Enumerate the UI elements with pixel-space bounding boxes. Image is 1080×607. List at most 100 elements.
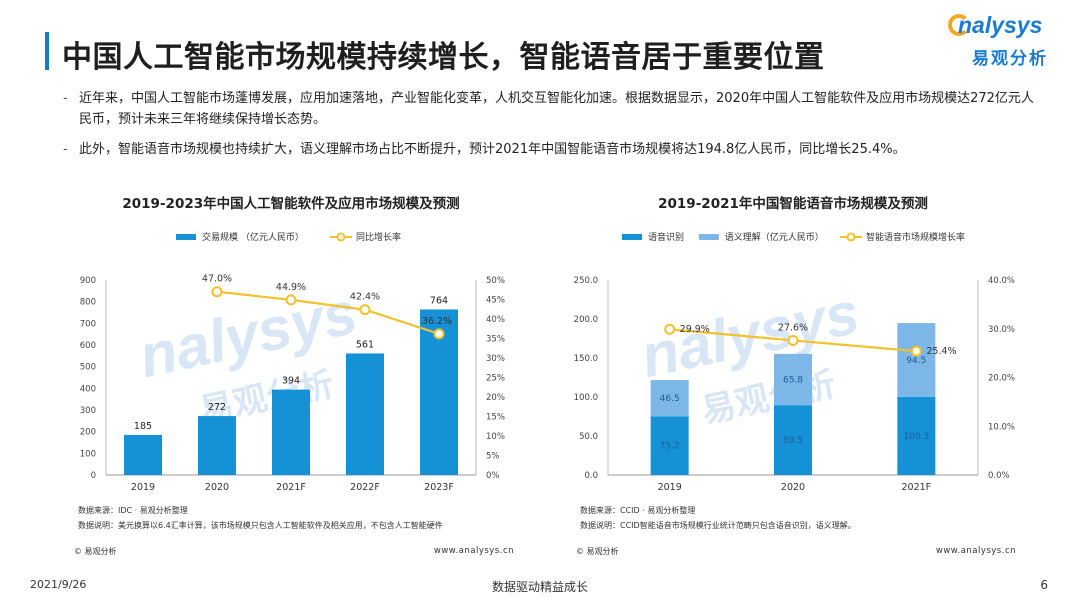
chart1-ytick-label: 800	[80, 298, 96, 308]
chart2-y2tick-label: 10.0%	[988, 422, 1015, 432]
footer-slogan: 数据驱动精益成长	[491, 580, 588, 594]
chart2-growth-marker	[910, 345, 922, 357]
chart2-legend-swatch	[622, 234, 642, 240]
chart2-copyright: © 易观分析	[576, 547, 619, 556]
chart1-growth-marker	[359, 304, 371, 316]
chart1-growth-marker	[433, 328, 445, 340]
chart1-y2tick-label: 15%	[486, 413, 505, 423]
chart1-growth-marker	[285, 294, 297, 306]
chart1-title: 2019-2023年中国人工智能软件及应用市场规模及预测	[122, 196, 460, 212]
chart1-ytick-label: 300	[80, 406, 96, 416]
chart2-legend-label: 语义理解（亿元人民币）	[725, 231, 824, 243]
chart2-y2tick-label: 20.0%	[988, 374, 1015, 384]
chart1-bar	[198, 416, 236, 475]
chart2-legend-marker	[846, 232, 856, 242]
logo-text-cn: 易观分析	[972, 49, 1048, 69]
chart2-y2tick-label: 40.0%	[988, 276, 1015, 286]
chart1-bar-label: 185	[134, 421, 152, 432]
chart2-bar	[897, 323, 936, 397]
analysys-logo: nalysys 易观分析	[948, 10, 1060, 72]
chart1-ytick-label: 400	[80, 384, 96, 394]
chart1-growth-label: 42.4%	[350, 292, 380, 303]
chart2-ytick-label: 200.0	[574, 315, 598, 325]
ai-software-market-panel: nalysys 易观分析 2019-2023年中国人工智能软件及应用市场规模及预…	[58, 180, 524, 566]
chart1-legend-label: 同比增长率	[356, 231, 401, 243]
chart1-xtick-label: 2019	[131, 482, 155, 493]
chart2-bar	[774, 353, 812, 406]
chart1-ytick-label: 600	[80, 341, 96, 351]
chart2-bar	[650, 416, 689, 475]
chart2-xtick-label: 2021F	[902, 482, 932, 493]
chart2-bar-label: 89.5	[783, 436, 803, 446]
chart1-growth-label: 44.9%	[276, 282, 306, 293]
chart1-source: 数据来源：IDC · 易观分析整理	[78, 506, 188, 515]
chart1-svg: 交易规模 （亿元人民币） 同比增长率 0 100 200 300 400 500 600 700 8…	[80, 231, 505, 493]
speech-market-panel: nalysys 易观分析 2019-2021年中国智能语音市场规模及预测 语音识…	[560, 180, 1026, 566]
chart2-ytick-label: 250.0	[574, 276, 598, 286]
chart2-growth-label: 29.9%	[680, 324, 710, 335]
chart1-bar	[272, 389, 310, 475]
summary-bullets: 近年来，中国人工智能市场蓬博发展，应用加速落地，产业智能化变革，人机交互智能化加…	[63, 88, 1038, 169]
footer-date: 2021/9/26	[30, 578, 87, 591]
chart2-xtick-label: 2019	[658, 482, 682, 493]
chart2-y2tick-label: 0.0%	[988, 471, 1010, 481]
chart1-xtick-label: 2023F	[424, 482, 454, 493]
chart1-y2tick-label: 50%	[486, 276, 505, 286]
chart2-ytick-label: 150.0	[574, 354, 598, 364]
chart1-ytick-label: 500	[80, 363, 96, 373]
chart2-growth-label: 27.6%	[778, 322, 808, 333]
chart1-growth-marker	[211, 286, 223, 298]
chart2-y2tick-label: 30.0%	[988, 325, 1015, 335]
chart2-growth-marker	[664, 323, 676, 335]
chart2-bar	[774, 405, 812, 475]
chart1-legend-swatch	[176, 234, 196, 240]
chart1-bar	[346, 353, 384, 475]
chart1-xtick-label: 2022F	[350, 482, 380, 493]
chart2-source: 数据来源：CCID · 易观分析整理	[580, 506, 696, 515]
chart2-growth-label: 25.4%	[926, 346, 956, 357]
chart1-xtick-label: 2020	[205, 482, 229, 493]
title-accent-bar	[45, 32, 49, 70]
chart1-y2tick-label: 0%	[486, 471, 500, 481]
chart1-y2tick-label: 20%	[486, 393, 505, 403]
chart2-growth-marker	[787, 334, 799, 346]
bullet-2: 此外，智能语音市场规模也持续扩大，语义理解市场占比不断提升，预计2021年中国智…	[63, 139, 1038, 160]
chart2-bar-label: 65.8	[783, 376, 803, 386]
chart1-y2tick-label: 45%	[486, 296, 505, 306]
chart2-svg: 语音识别 语义理解（亿元人民币） 智能语音市场规模增长率 0.0 50.0 100.0 15…	[574, 231, 1015, 493]
chart2-legend-label: 语音识别	[648, 231, 684, 243]
chart2-xtick-label: 2020	[781, 482, 805, 493]
chart2-ytick-label: 100.0	[574, 393, 598, 403]
chart1-ytick-label: 100	[80, 449, 96, 459]
chart1-y2tick-label: 30%	[486, 354, 505, 364]
chart2-bar-label: 94.5	[906, 356, 926, 366]
chart1-copyright: © 易观分析	[74, 547, 117, 556]
chart1-y2tick-label: 5%	[486, 452, 500, 462]
chart1-note: 数据说明：美元换算以6.4汇率计算，该市场规模只包含人工智能软件及相关应用，不包…	[78, 521, 443, 530]
chart1-y2tick-label: 35%	[486, 335, 505, 345]
chart1-bar-label: 394	[282, 376, 300, 387]
logo-swoosh-icon	[948, 14, 970, 36]
chart1-growth-label: 36.2%	[422, 316, 452, 327]
chart1-ytick-label: 0	[91, 471, 96, 481]
chart1-bar	[124, 434, 162, 475]
chart1-y2tick-label: 25%	[486, 374, 505, 384]
chart1-website: www.analysys.cn	[433, 546, 514, 556]
chart1-y2tick-label: 10%	[486, 432, 505, 442]
chart2-website: www.analysys.cn	[935, 546, 1016, 556]
page-number: 6	[1040, 578, 1048, 592]
chart1-y2tick-label: 40%	[486, 315, 505, 325]
chart2-bar	[650, 380, 689, 417]
bullet-1: 近年来，中国人工智能市场蓬博发展，应用加速落地，产业智能化变革，人机交互智能化加…	[63, 88, 1038, 130]
chart1-legend-marker	[336, 232, 346, 242]
chart2-legend-label: 智能语音市场规模增长率	[866, 231, 965, 243]
chart2-ytick-label: 0.0	[584, 471, 598, 481]
chart1-ytick-label: 900	[80, 276, 96, 286]
chart1-growth-label: 47.0%	[202, 274, 232, 285]
chart1-ytick-label: 200	[80, 428, 96, 438]
chart1-bar-label: 272	[208, 402, 226, 413]
chart2-legend-swatch	[698, 234, 719, 240]
chart2-ytick-label: 50.0	[579, 432, 598, 442]
logo-text-en: nalysys	[958, 12, 1043, 38]
chart2-title: 2019-2021年中国智能语音市场规模及预测	[658, 196, 928, 212]
